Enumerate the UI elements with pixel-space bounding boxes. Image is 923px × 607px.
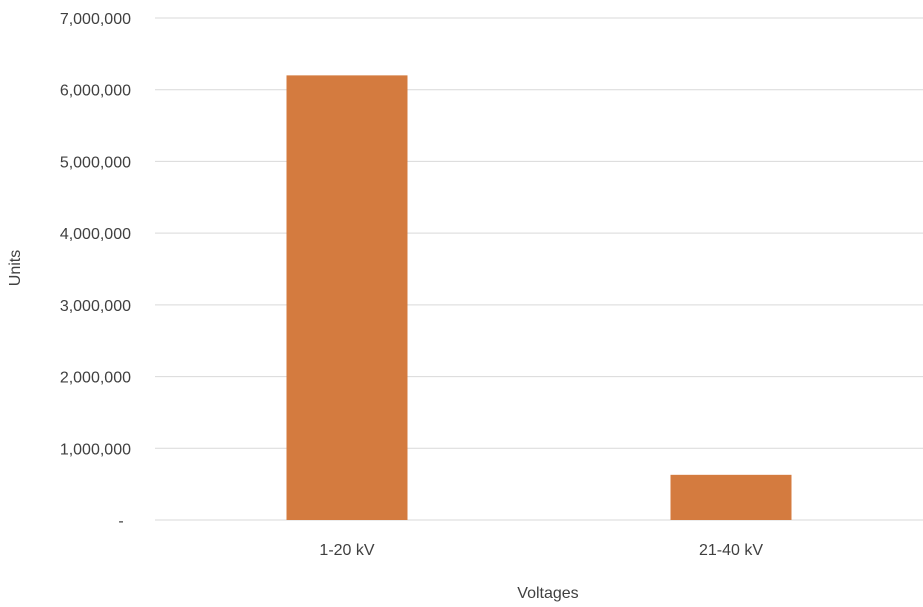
x-tick-label: 21-40 kV (699, 542, 763, 559)
bar-1-20-kv (286, 75, 408, 520)
y-tick-label: 1,000,000 (60, 441, 131, 458)
x-tick-label: 1-20 kV (319, 542, 374, 559)
bar-21-40-kv (670, 474, 792, 520)
y-tick-label: 2,000,000 (60, 370, 131, 387)
y-tick-label: 3,000,000 (60, 298, 131, 315)
y-tick-label: 4,000,000 (60, 226, 131, 243)
y-axis-title: Units (7, 250, 24, 286)
y-tick-label: 7,000,000 (60, 11, 131, 28)
x-axis-tick-labels: 1-20 kV 21-40 kV (319, 542, 763, 559)
y-tick-label: - (118, 513, 123, 530)
x-axis-title: Voltages (517, 585, 578, 602)
gridlines (155, 17, 923, 521)
y-tick-label: 5,000,000 (60, 154, 131, 171)
bars (286, 75, 792, 520)
y-axis-tick-labels: - 1,000,000 2,000,000 3,000,000 4,000,000 5,0… (60, 11, 131, 530)
y-tick-label: 6,000,000 (60, 83, 131, 100)
